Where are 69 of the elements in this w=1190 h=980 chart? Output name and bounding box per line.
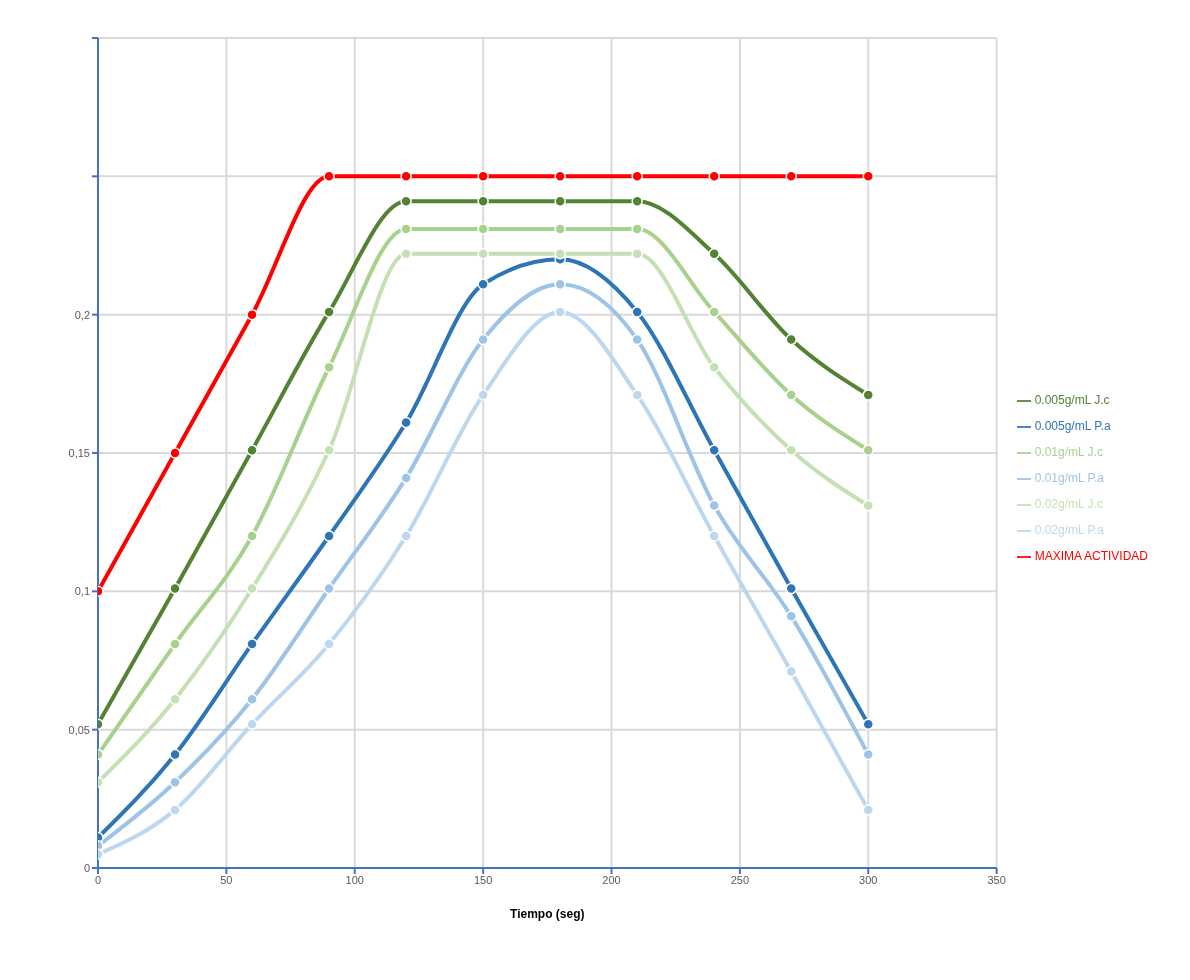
x-axis-title: Tiempo (seg) xyxy=(510,907,585,921)
point xyxy=(785,444,797,456)
point xyxy=(323,530,335,542)
point xyxy=(477,333,489,346)
point xyxy=(708,248,720,260)
point xyxy=(246,444,258,456)
point xyxy=(477,278,489,290)
point xyxy=(554,223,566,235)
legend-label: MAXIMA ACTIVIDAD xyxy=(1034,549,1148,563)
point xyxy=(323,638,335,650)
x-tick-label: 350 xyxy=(987,873,1006,886)
x-tick-label: 100 xyxy=(345,873,364,886)
point xyxy=(169,748,181,761)
point xyxy=(477,248,489,260)
point xyxy=(631,389,643,401)
point xyxy=(631,306,643,318)
point xyxy=(785,582,797,595)
x-tick-label: 200 xyxy=(602,873,621,886)
point xyxy=(862,444,875,456)
legend-label: 0.005g/mL J.c xyxy=(1034,393,1110,407)
point xyxy=(400,530,412,542)
y-tick-label: 0,15 xyxy=(68,446,90,459)
legend-label: 0.02g/mL J.c xyxy=(1034,497,1103,511)
point xyxy=(400,223,412,235)
point xyxy=(323,582,335,595)
point xyxy=(554,248,566,260)
y-tick-label: 0,2 xyxy=(74,308,90,321)
point xyxy=(246,530,258,542)
point xyxy=(169,804,181,816)
point xyxy=(169,693,181,705)
legend-label: 0.005g/mL P.a xyxy=(1034,419,1111,433)
legend-label: 0.02g/mL P.a xyxy=(1034,523,1105,537)
point xyxy=(400,472,412,484)
point xyxy=(785,389,797,401)
point xyxy=(477,170,489,183)
point xyxy=(477,223,489,235)
x-tick-label: 150 xyxy=(473,873,493,886)
point xyxy=(862,170,875,183)
point xyxy=(169,447,181,459)
point xyxy=(400,416,412,429)
point xyxy=(708,306,720,318)
point xyxy=(631,223,643,235)
legend-label: 0.01g/mL J.c xyxy=(1034,445,1103,459)
point xyxy=(169,638,181,650)
point xyxy=(169,776,181,788)
point xyxy=(246,308,258,321)
y-tick-label: 0 xyxy=(83,861,90,874)
point xyxy=(246,693,258,705)
point xyxy=(708,444,720,456)
point xyxy=(477,389,489,401)
point xyxy=(554,306,566,318)
point xyxy=(169,582,181,595)
y-tick-label: 0,05 xyxy=(68,723,90,736)
point xyxy=(785,333,797,346)
point xyxy=(323,444,335,456)
point xyxy=(246,718,258,730)
x-tick-label: 300 xyxy=(859,873,878,886)
point xyxy=(708,361,720,373)
point xyxy=(323,361,335,373)
point xyxy=(631,333,643,346)
point xyxy=(246,582,258,595)
x-tick-label: 250 xyxy=(730,873,750,886)
legend-label: 0.01g/mL P.a xyxy=(1034,471,1105,485)
y-tick-label: 0,1 xyxy=(74,585,90,598)
point xyxy=(323,306,335,318)
x-tick-label: 50 xyxy=(220,873,233,886)
point xyxy=(477,195,489,207)
x-tick-label: 0 xyxy=(94,873,102,886)
point xyxy=(246,638,258,650)
